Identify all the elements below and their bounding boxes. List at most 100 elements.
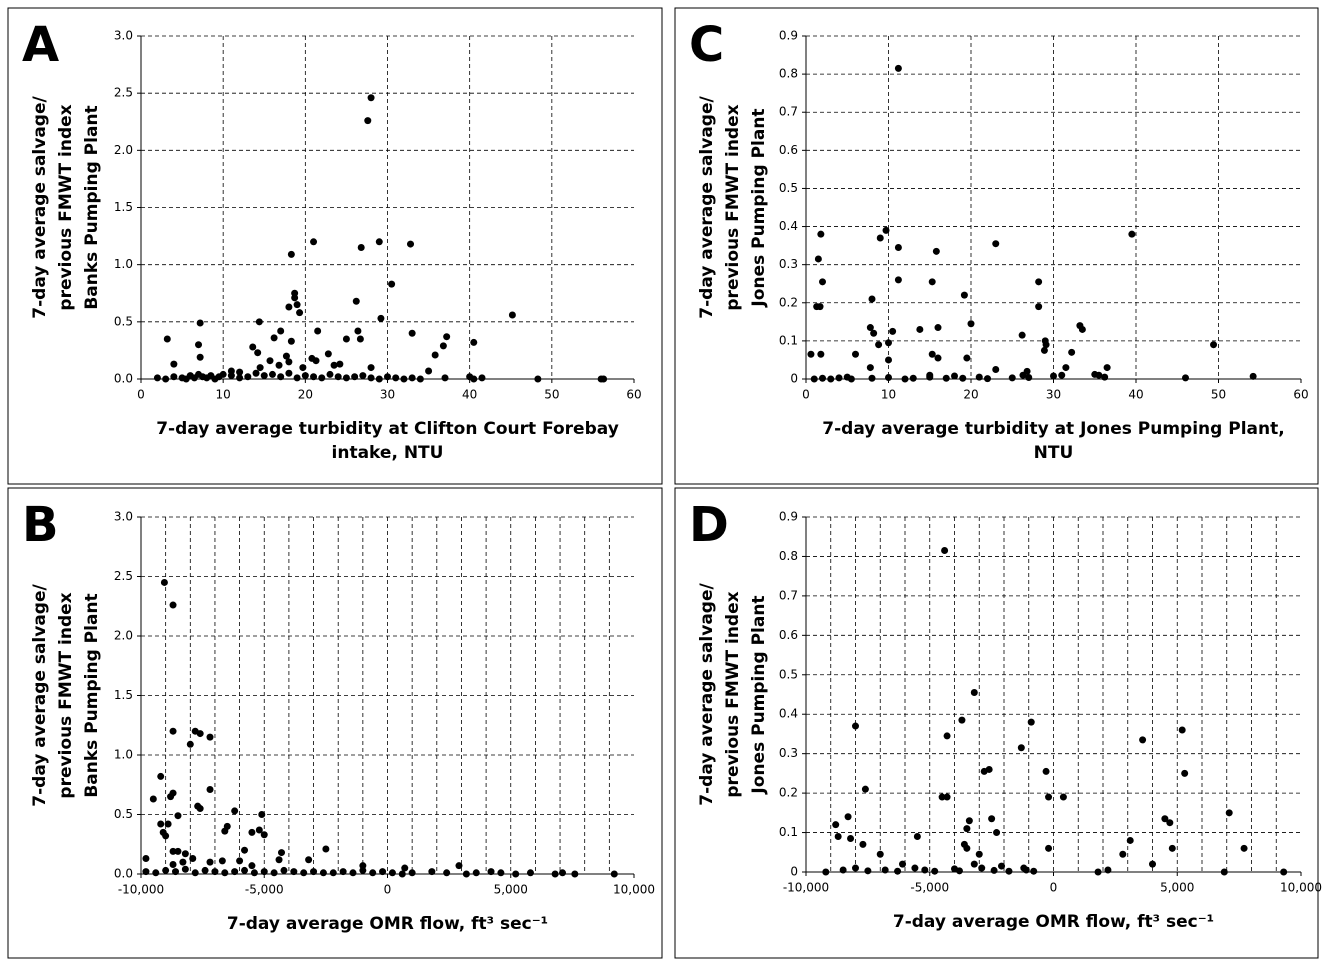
point bbox=[236, 368, 244, 376]
point bbox=[301, 372, 309, 380]
point bbox=[1045, 793, 1053, 801]
point bbox=[967, 320, 975, 328]
point bbox=[206, 733, 214, 741]
point bbox=[859, 840, 867, 848]
point bbox=[885, 373, 892, 381]
point bbox=[1182, 374, 1189, 382]
point bbox=[431, 351, 439, 359]
point bbox=[388, 280, 396, 288]
point bbox=[152, 869, 160, 877]
point bbox=[844, 813, 852, 821]
point bbox=[367, 374, 375, 382]
point bbox=[1249, 372, 1257, 380]
point bbox=[164, 820, 172, 828]
point bbox=[487, 868, 495, 876]
point bbox=[1103, 364, 1111, 372]
point bbox=[153, 374, 161, 382]
y-tick-label: 0 bbox=[790, 865, 798, 879]
y-tick-label: 2.5 bbox=[114, 569, 133, 583]
point bbox=[367, 364, 375, 372]
point bbox=[408, 329, 416, 337]
x-tick-label: -5,000 bbox=[245, 883, 284, 897]
point bbox=[1178, 726, 1186, 734]
y-tick-label: 0.0 bbox=[114, 867, 133, 881]
point bbox=[211, 868, 219, 876]
point bbox=[894, 244, 902, 252]
point bbox=[260, 831, 268, 839]
point bbox=[241, 846, 249, 854]
x-tick-label: 5,000 bbox=[1160, 881, 1194, 895]
point bbox=[270, 334, 278, 342]
point bbox=[254, 349, 262, 357]
point bbox=[1101, 373, 1109, 381]
point bbox=[913, 833, 921, 840]
point bbox=[1018, 331, 1026, 339]
point bbox=[388, 869, 396, 877]
point bbox=[963, 825, 971, 833]
point bbox=[955, 867, 963, 875]
y-axis-label: previous FMWT index bbox=[56, 104, 76, 310]
point bbox=[329, 869, 337, 877]
point bbox=[241, 866, 249, 874]
point bbox=[817, 230, 825, 238]
point bbox=[868, 374, 876, 382]
panel-frame bbox=[7, 7, 663, 485]
point bbox=[885, 339, 892, 347]
point bbox=[814, 255, 822, 263]
point bbox=[169, 727, 177, 735]
y-tick-label: 1.0 bbox=[114, 748, 133, 762]
x-tick-label: 40 bbox=[1128, 388, 1143, 402]
point bbox=[610, 870, 618, 878]
point bbox=[934, 354, 942, 362]
x-tick-label: 30 bbox=[380, 388, 395, 402]
point bbox=[169, 847, 177, 855]
x-tick-label: 10 bbox=[881, 388, 896, 402]
point bbox=[439, 342, 447, 350]
y-tick-label: 2.0 bbox=[114, 143, 133, 157]
x-axis-label: 7-day average turbidity at Clifton Court… bbox=[156, 419, 619, 439]
point bbox=[472, 869, 480, 877]
point bbox=[965, 817, 973, 825]
point bbox=[894, 276, 902, 284]
point bbox=[1017, 744, 1025, 752]
point bbox=[443, 869, 451, 877]
point bbox=[455, 862, 463, 870]
point bbox=[852, 722, 859, 730]
y-tick-label: 0.4 bbox=[779, 707, 798, 721]
point bbox=[277, 373, 285, 381]
x-axis-label: NTU bbox=[1034, 443, 1074, 463]
point bbox=[943, 793, 951, 801]
point bbox=[1078, 325, 1086, 333]
point bbox=[398, 870, 406, 878]
point bbox=[876, 234, 884, 242]
point bbox=[256, 364, 264, 372]
x-tick-label: -5,000 bbox=[910, 881, 949, 895]
y-tick-label: 1.5 bbox=[114, 688, 133, 702]
x-tick-label: 0 bbox=[137, 388, 145, 402]
point bbox=[181, 850, 189, 858]
point bbox=[268, 370, 276, 378]
panel-label: D bbox=[689, 497, 729, 553]
point bbox=[142, 855, 150, 863]
point bbox=[244, 373, 252, 381]
y-tick-label: 0.3 bbox=[779, 257, 798, 271]
point bbox=[827, 375, 835, 383]
y-tick-label: 0.5 bbox=[114, 314, 133, 328]
point bbox=[231, 868, 239, 876]
x-tick-label: 40 bbox=[462, 388, 477, 402]
point bbox=[975, 373, 983, 381]
point bbox=[191, 869, 199, 877]
point bbox=[928, 350, 936, 358]
point bbox=[293, 374, 301, 382]
point bbox=[834, 833, 842, 840]
point bbox=[992, 240, 1000, 248]
point bbox=[326, 370, 334, 378]
point bbox=[817, 350, 825, 358]
point bbox=[157, 772, 165, 780]
point bbox=[816, 303, 824, 311]
point bbox=[219, 370, 227, 378]
point bbox=[894, 867, 902, 875]
point bbox=[186, 740, 194, 748]
point bbox=[179, 858, 187, 866]
